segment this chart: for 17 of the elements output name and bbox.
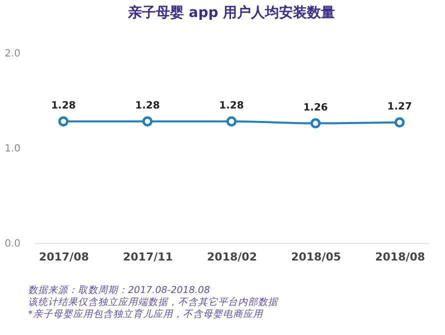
- text: *亲子母婴应用包含独立育儿应用，不含母婴电商应用: [28, 309, 264, 321]
- data-label: 1.28: [135, 100, 160, 112]
- x-tick-label: 2017/11: [122, 250, 173, 264]
- data-label: 1.26: [303, 102, 328, 114]
- x-tick-label: 2018/05: [291, 250, 342, 264]
- data-label: 1.28: [219, 100, 244, 112]
- x-tick-label: 2018/08: [375, 250, 426, 264]
- y-tick-label: 0.0: [4, 238, 20, 250]
- y-tick-label: 2.0: [4, 48, 20, 60]
- x-tick-label: 2017/08: [38, 250, 89, 264]
- x-tick-label: 2018/02: [207, 250, 257, 264]
- source-note: 数据来源：取数周期：2017.08-2018.08: [28, 285, 211, 297]
- chart-title: 亲子母婴 app 用户人均安装数量: [126, 4, 336, 21]
- y-tick-label: 1.0: [4, 144, 20, 154]
- data-label: 1.27: [387, 101, 412, 112]
- text: 该统计结果仅含独立应用端数据，不含其它平台内部数据: [28, 297, 278, 308]
- data-label: 1.28: [51, 100, 76, 112]
